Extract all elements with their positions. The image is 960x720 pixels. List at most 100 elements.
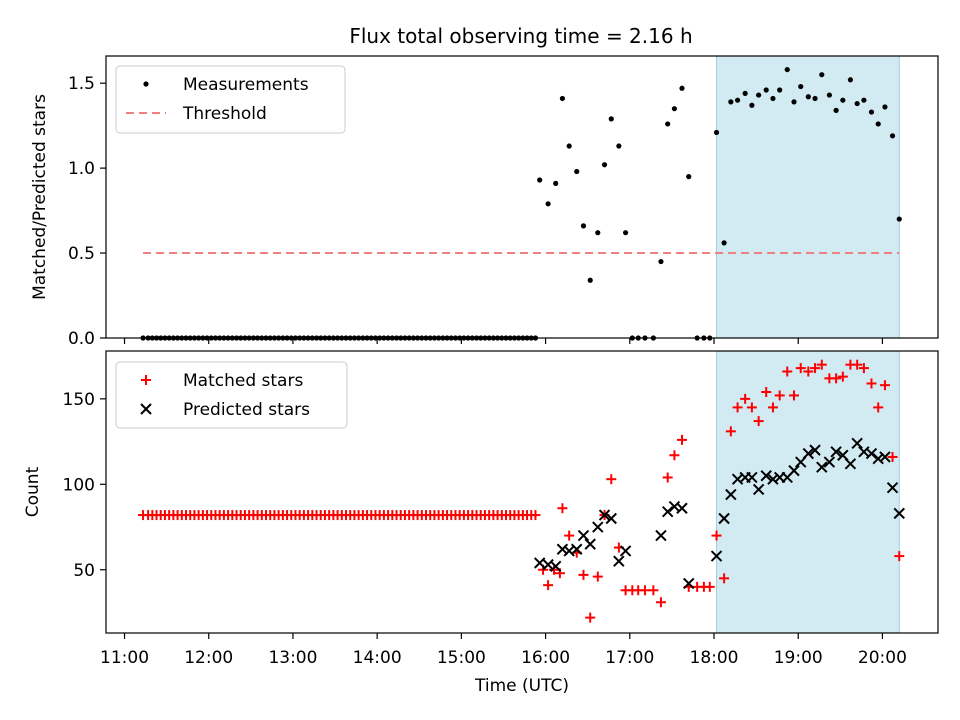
measurement-point [616,143,622,149]
matched-star-point [725,426,736,437]
legend-matched-marker [141,375,151,385]
matched-star-point [677,434,687,445]
matched-star-point [753,416,764,427]
measurement-point [854,100,860,107]
observing-window-highlight-top [716,55,900,339]
predicted-star-point [886,482,899,494]
observing-window-highlight-bottom [716,350,900,634]
measurement-point [805,94,811,100]
matched-star-point [873,402,884,413]
predicted-star-point [893,507,905,520]
matched-star-point [767,402,778,413]
measurement-point [601,162,608,168]
measurement-point [679,85,685,91]
measurement-point [566,143,572,149]
predicted-star-point [752,483,765,496]
predicted-star-point [767,473,779,485]
measurement-point [537,177,543,183]
predicted-star-point [613,555,625,567]
ratio-y-axis-ticks: 0.0 0.5 1.0 1.5 [68,74,106,349]
legend-threshold-label: Threshold [182,104,267,124]
predicted-star-point [872,452,884,465]
measurement-point [545,201,551,207]
matched-star-point [557,503,568,514]
measurement-point [665,121,671,127]
predicted-star-point [533,557,546,569]
y-tick-label: 0.0 [68,329,95,349]
measurement-point [875,121,881,127]
measurement-point [861,97,867,103]
matched-star-point [866,378,877,389]
matched-star-point [543,580,554,591]
matched-star-point [803,366,814,377]
x-tick-label: 14:00 [353,648,402,668]
measurement-point [889,133,896,139]
measurement-point [574,168,580,175]
predicted-star-point [788,464,800,477]
measurement-point [580,223,587,229]
measurement-point [882,104,888,110]
count-legend: Matched stars Predicted stars [115,361,348,429]
measurement-point [784,66,790,73]
matched-star-point [789,390,799,401]
predicted-star-point [676,502,688,514]
x-tick-label: 19:00 [774,648,823,668]
matched-star-point [774,390,785,401]
x-tick-label: 20:00 [858,648,907,668]
measurement-point [608,116,614,122]
predicted-star-point [577,529,590,542]
matched-star-point [648,585,659,596]
x-tick-label: 16:00 [521,648,570,668]
matched-star-point [564,530,575,541]
matched-star-point [585,612,596,623]
predicted-star-point [655,529,667,542]
matched-star-point [746,402,757,413]
matched-star-point [662,472,673,483]
count-panel-frame [105,350,939,634]
count-y-axis-ticks: 50 100 150 [63,390,106,581]
measurement-point [749,102,755,108]
predicted-star-point [598,509,611,521]
y-tick-label: 100 [63,475,95,495]
measurement-point [622,230,629,236]
matched-star-point [578,569,589,580]
predicted-star-point [683,577,695,590]
predicted-star-point [710,550,723,562]
predicted-star-point [556,543,569,555]
matched-star-point [858,363,869,374]
measurement-point [671,106,678,112]
measurement-point [777,87,783,93]
measurement-point [812,95,818,102]
legend-predicted-marker [140,403,152,415]
matched-stars-points [138,359,905,623]
predicted-star-point [605,512,617,525]
measurement-point [713,129,720,136]
predicted-star-point [661,505,674,518]
matched-star-point [887,451,898,462]
measurement-point [756,92,762,98]
matched-star-point [669,450,680,461]
predicted-star-point [584,538,596,550]
measurement-point [826,92,832,98]
ratio-y-axis-label: Matched/Predicted stars [30,94,50,300]
ratio-panel-frame [105,55,939,339]
matched-star-point [711,530,722,541]
matched-star-point [761,387,772,398]
matched-star-point [530,510,541,521]
measurement-point [770,95,776,102]
predicted-star-point [865,447,878,460]
matched-star-point [639,585,650,596]
matched-star-point [879,380,890,391]
predicted-star-point [816,461,828,473]
x-tick-label: 11:00 [100,648,149,668]
predicted-star-point [809,444,821,456]
predicted-star-point [549,560,562,573]
measurement-point [763,87,769,93]
measurement-point [553,180,559,187]
predicted-star-point [823,456,836,468]
count-legend-box [115,361,348,429]
x-tick-label: 15:00 [437,648,486,668]
count-x-axis-ticks: 11:00 12:00 13:00 14:00 15:00 16:00 17:00 18:00… [100,633,907,668]
legend-predicted-label: Predicted stars [183,400,310,420]
